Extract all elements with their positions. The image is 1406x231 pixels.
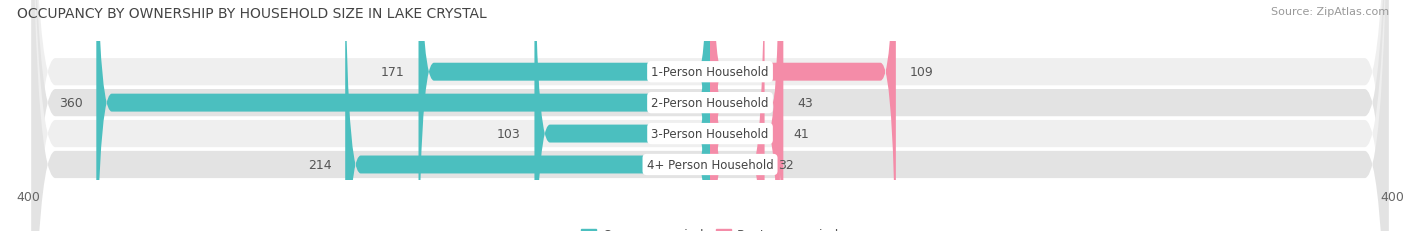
Text: 4+ Person Household: 4+ Person Household [647,158,773,171]
Legend: Owner-occupied, Renter-occupied: Owner-occupied, Renter-occupied [575,223,845,231]
Text: 103: 103 [498,128,520,140]
FancyBboxPatch shape [710,0,896,231]
FancyBboxPatch shape [710,0,783,231]
FancyBboxPatch shape [419,0,710,231]
Text: 32: 32 [779,158,794,171]
FancyBboxPatch shape [346,0,710,231]
FancyBboxPatch shape [710,0,780,231]
FancyBboxPatch shape [534,0,710,231]
Text: OCCUPANCY BY OWNERSHIP BY HOUSEHOLD SIZE IN LAKE CRYSTAL: OCCUPANCY BY OWNERSHIP BY HOUSEHOLD SIZE… [17,7,486,21]
FancyBboxPatch shape [710,0,765,231]
Text: 109: 109 [910,66,934,79]
Text: 360: 360 [59,97,83,110]
Text: 2-Person Household: 2-Person Household [651,97,769,110]
Text: 1-Person Household: 1-Person Household [651,66,769,79]
FancyBboxPatch shape [97,0,710,231]
Text: 171: 171 [381,66,405,79]
FancyBboxPatch shape [31,0,1389,231]
FancyBboxPatch shape [31,0,1389,231]
Text: 41: 41 [793,128,810,140]
Text: Source: ZipAtlas.com: Source: ZipAtlas.com [1271,7,1389,17]
FancyBboxPatch shape [31,0,1389,231]
FancyBboxPatch shape [31,0,1389,231]
Text: 43: 43 [797,97,813,110]
Text: 214: 214 [308,158,332,171]
Text: 3-Person Household: 3-Person Household [651,128,769,140]
